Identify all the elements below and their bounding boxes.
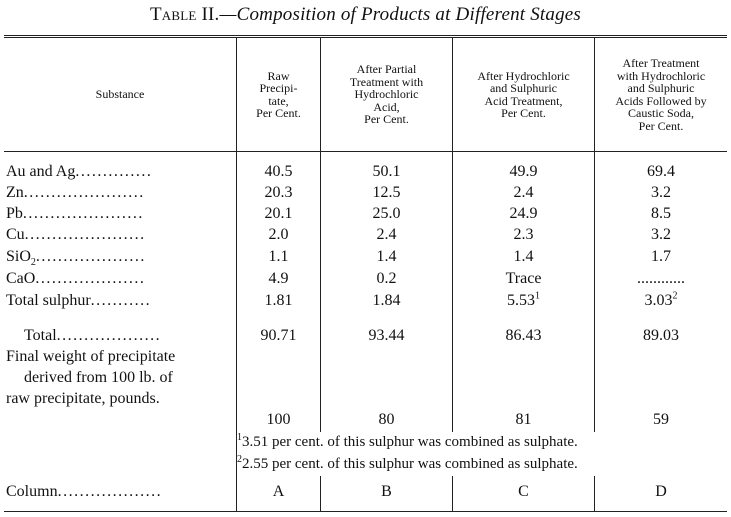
table-cell: 12.5 (372, 184, 401, 201)
col-divider-4 (594, 37, 595, 511)
table-cell: 2.4 (513, 184, 534, 201)
table-cell: 25.0 (372, 205, 401, 222)
table-cell: 2.3 (513, 226, 534, 243)
table-caption: —Composition of Products at Different St… (219, 4, 582, 25)
row-label-total: Total................... (24, 327, 162, 344)
rule-header-bottom (4, 151, 727, 152)
footnote-mark: 1 (535, 290, 540, 302)
row-label-zn: Zn...................... (6, 184, 145, 201)
table-cell: 24.9 (509, 205, 538, 222)
table-cell: 1.84 (372, 292, 401, 309)
row-label-cao: CaO.................... (6, 270, 146, 287)
table-cell: 8.5 (651, 205, 671, 222)
table-cell: 89.03 (643, 327, 679, 344)
table-cell: 3.2 (651, 226, 671, 243)
table-cell: 20.1 (264, 205, 293, 222)
table-cell: 1.7 (651, 248, 671, 265)
table-cell: Trace (505, 270, 542, 287)
footnote-area (239, 432, 727, 476)
header-col3: After Hydrochloric and Sulphuric Acid Tr… (477, 68, 570, 120)
footnote-2: 22.55 per cent. of this sulphur was comb… (237, 454, 578, 473)
table-cell: 81 (515, 411, 532, 428)
header-substance: Substance (95, 87, 145, 102)
row-label-cu: Cu...................... (6, 226, 146, 243)
column-letter: A (272, 483, 285, 500)
rule-bottom (4, 511, 727, 512)
header-col4: After Treatment with Hydrochloric and Su… (615, 56, 707, 133)
table-cell: 69.4 (647, 163, 675, 180)
column-letter: C (518, 483, 529, 500)
column-letter: B (381, 483, 392, 500)
table-cell: 93.44 (368, 327, 405, 344)
final-weight-line-3: raw precipitate, pounds. (6, 390, 160, 407)
row-label-sio2: SiO2.................... (6, 248, 146, 269)
table-cell: 0.2 (376, 270, 397, 287)
table-cell: 4.9 (268, 270, 289, 287)
table-cell: 2.0 (268, 226, 289, 243)
rule-top (4, 35, 727, 36)
table-cell: 50.1 (372, 163, 401, 180)
table-cell: 90.71 (260, 327, 297, 344)
table-cell: 2.4 (376, 226, 397, 243)
table-cell: 40.5 (264, 163, 293, 180)
footnote-1: 13.51 per cent. of this sulphur was comb… (237, 432, 578, 451)
table-cell: 1.81 (264, 292, 293, 309)
rule-top-double (4, 37, 727, 38)
table-title: Table II.—Composition of Products at Dif… (0, 4, 731, 26)
row-label-column: Column................... (6, 483, 163, 500)
header-col2: After Partial Treatment with Hydrochlori… (349, 62, 424, 127)
row-label-pb: Pb...................... (6, 205, 144, 222)
table-cell: 86.43 (505, 327, 542, 344)
table-cell: 5.531 (507, 290, 540, 309)
column-letter: D (655, 483, 667, 500)
table-cell: 1.1 (268, 248, 289, 265)
col-divider-2 (320, 37, 321, 511)
table-cell: ............ (637, 270, 685, 287)
row-label-total-sulphur: Total sulphur........... (6, 292, 152, 309)
table-cell: 20.3 (264, 184, 293, 201)
table-cell: 3.032 (644, 290, 678, 309)
table-cell: 100 (266, 411, 291, 428)
footnote-mark: 2 (672, 290, 678, 302)
table-cell: 80 (378, 411, 395, 428)
table-cell: 59 (653, 411, 669, 428)
final-weight-line-1: Final weight of precipitate (6, 348, 176, 365)
table-cell: 1.4 (513, 248, 534, 265)
col-divider-1 (236, 37, 237, 511)
col-divider-3 (452, 37, 453, 511)
row-label-au-ag: Au and Ag.............. (6, 163, 153, 180)
final-weight-line-2: derived from 100 lb. of (24, 369, 173, 386)
table-cell: 49.9 (509, 163, 538, 180)
table-cell: 3.2 (651, 184, 671, 201)
table-number: Table II. (149, 4, 220, 25)
header-col1: Raw Precipi- tate, Per Cent. (256, 68, 301, 120)
table-cell: 1.4 (376, 248, 397, 265)
